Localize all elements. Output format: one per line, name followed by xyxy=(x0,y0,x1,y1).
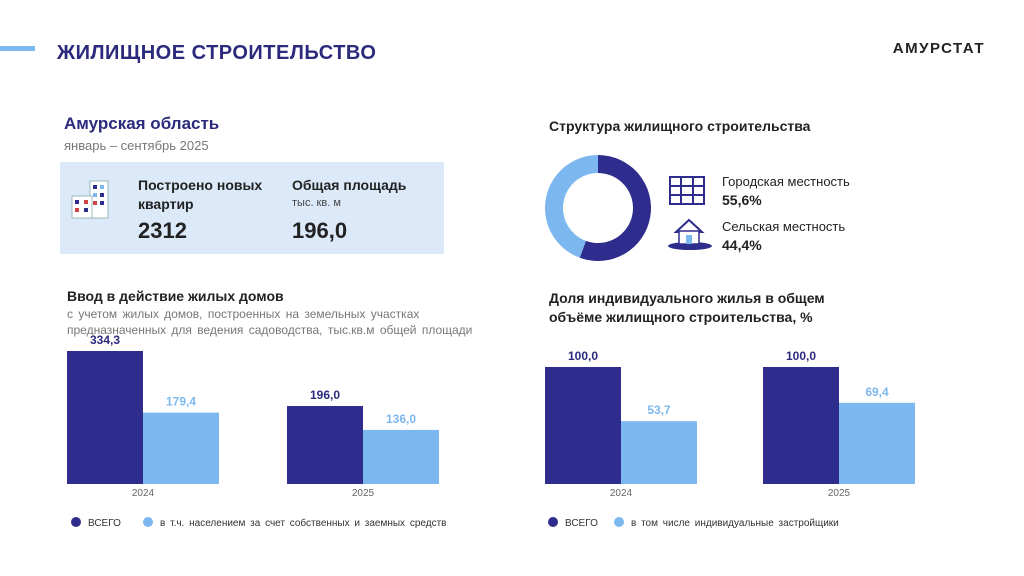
legend-label: ВСЕГО xyxy=(565,518,598,529)
city-icon xyxy=(669,176,705,205)
legend-marker xyxy=(614,517,624,527)
x-tick-label: 2025 xyxy=(828,488,851,499)
x-tick-label: 2024 xyxy=(132,488,155,499)
bar xyxy=(621,421,697,484)
bar xyxy=(545,367,621,484)
page-title: ЖИЛИЩНОЕ СТРОИТЕЛЬСТВО xyxy=(56,42,376,64)
bar xyxy=(67,351,143,484)
village-icon xyxy=(668,218,712,250)
building-icon xyxy=(71,180,109,219)
legend-marker xyxy=(548,517,558,527)
bar xyxy=(363,429,439,484)
area-value: 196,0 xyxy=(292,218,347,243)
legend-label: Сельская местность xyxy=(722,219,846,234)
donut-segment xyxy=(544,155,598,258)
value-label: 55,6% xyxy=(722,192,762,208)
chart-title: Структура жилищного строительства xyxy=(549,118,811,134)
brand: АМУРСТАТ xyxy=(893,40,985,57)
chart-subtitle: с учетом жилых домов, построенных на зем… xyxy=(67,307,473,337)
bar xyxy=(763,367,839,484)
area-unit: тыс. кв. м xyxy=(292,197,341,209)
period: январь – сентябрь 2025 xyxy=(64,138,209,153)
accent-bar xyxy=(0,46,35,51)
bar xyxy=(143,412,219,484)
bar-value-label: 53,7 xyxy=(647,403,671,417)
apartments-value: 2312 xyxy=(138,218,187,243)
donut-segment xyxy=(579,155,652,261)
bar-value-label: 179,4 xyxy=(166,395,196,409)
apartments-label: Построено новых квартир xyxy=(138,177,263,212)
legend-label: в т.ч. населением за счет собственных и … xyxy=(160,517,446,529)
bar xyxy=(839,402,915,484)
bar-value-label: 196,0 xyxy=(310,388,340,402)
bar-value-label: 100,0 xyxy=(786,349,816,363)
x-tick-label: 2025 xyxy=(352,488,375,499)
bar-value-label: 69,4 xyxy=(865,385,889,399)
bar xyxy=(287,406,363,484)
legend-label: ВСЕГО xyxy=(88,518,121,529)
value-label: 44,4% xyxy=(722,237,762,253)
legend-label: в том числе индивидуальные застройщики xyxy=(631,518,839,529)
summary-panel xyxy=(60,162,444,254)
bar-value-label: 136,0 xyxy=(386,412,416,426)
area-label: Общая площадь xyxy=(292,177,407,193)
legend-marker xyxy=(71,517,81,527)
bar-value-label: 334,3 xyxy=(90,333,120,347)
legend-marker xyxy=(143,517,153,527)
bar-value-label: 100,0 xyxy=(568,349,598,363)
x-tick-label: 2024 xyxy=(610,488,633,499)
chart-title: Доля индивидуального жилья в общем объём… xyxy=(549,290,825,325)
region: Амурская область xyxy=(64,114,219,133)
chart-title: Ввод в действие жилых домов xyxy=(67,288,284,304)
legend-label: Городская местность xyxy=(722,174,850,189)
